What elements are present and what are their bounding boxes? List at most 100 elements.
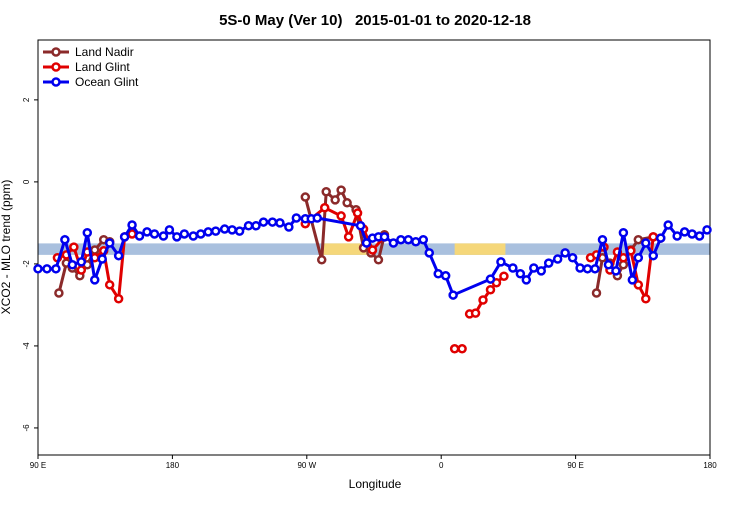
data-point (319, 202, 330, 213)
data-point (210, 226, 221, 236)
y-tick-label: -2 (22, 260, 31, 268)
data-point (336, 185, 346, 195)
data-point (343, 232, 354, 242)
data-point (702, 225, 712, 235)
data-point (499, 271, 509, 281)
data-point (89, 245, 100, 255)
data-point (373, 255, 384, 265)
data-point (379, 232, 390, 242)
data-point (515, 268, 526, 279)
data-point (672, 231, 682, 241)
data-point (312, 213, 323, 223)
data-point (403, 234, 414, 245)
data-point (51, 264, 61, 274)
data-point (188, 231, 199, 241)
data-point (543, 258, 554, 268)
data-point (258, 217, 269, 227)
data-point (627, 275, 638, 285)
data-point (567, 253, 578, 263)
x-tick-label: 90 E (30, 461, 46, 470)
data-point (203, 227, 213, 237)
data-point (679, 227, 690, 237)
data-point (113, 250, 124, 261)
data-point (411, 237, 421, 247)
data-point (618, 253, 629, 263)
data-point (611, 266, 621, 276)
data-point (76, 257, 87, 267)
data-point (196, 229, 206, 239)
data-point (440, 271, 451, 281)
data-point (648, 250, 659, 261)
band-highlight (321, 243, 372, 255)
y-tick-label: 2 (22, 97, 31, 102)
data-point (485, 274, 496, 284)
data-point (352, 208, 363, 218)
data-point (448, 290, 458, 300)
data-point (54, 288, 64, 298)
data-point (267, 217, 278, 227)
data-point (496, 257, 506, 267)
legend-label: Land Glint (75, 60, 130, 74)
data-point (396, 234, 406, 245)
data-point (251, 221, 261, 231)
data-point (179, 229, 190, 239)
legend-marker (51, 77, 61, 87)
data-point (457, 344, 467, 354)
data-point (633, 280, 644, 290)
legend-label: Ocean Glint (75, 75, 139, 89)
band-highlight (454, 243, 506, 255)
data-point (575, 263, 585, 273)
data-point (641, 238, 651, 248)
x-tick-label: 0 (439, 461, 444, 470)
data-point (291, 213, 302, 223)
data-point (234, 226, 245, 236)
data-point (687, 229, 697, 239)
data-point (142, 227, 152, 237)
x-tick-label: 90 E (567, 461, 583, 470)
data-point (33, 264, 43, 274)
data-point (330, 195, 340, 205)
data-point (597, 234, 608, 245)
data-point (478, 295, 488, 305)
series-line (57, 186, 661, 294)
data-point (529, 263, 539, 273)
data-point (641, 294, 651, 304)
data-point (648, 232, 659, 242)
data-point (361, 238, 372, 248)
y-tick-label: -6 (22, 424, 31, 432)
data-point (89, 275, 100, 285)
data-point (694, 231, 705, 241)
chart-title: 5S-0 May (Ver 10) 2015-01-01 to 2020-12-… (219, 12, 531, 29)
data-point (60, 234, 70, 245)
data-point (485, 284, 496, 295)
data-point (470, 308, 481, 318)
data-point (367, 245, 378, 255)
data-point (104, 238, 115, 248)
legend-label: Land Nadir (75, 45, 134, 59)
data-point (591, 288, 602, 298)
data-point (449, 344, 460, 354)
data-point (42, 264, 52, 274)
data-point (172, 232, 182, 242)
data-point (355, 221, 366, 231)
legend-marker (51, 47, 61, 57)
data-point (134, 231, 145, 241)
data-point (536, 266, 547, 276)
data-point (149, 229, 160, 239)
data-point (663, 220, 673, 230)
data-point (119, 232, 130, 242)
data-point (227, 225, 237, 235)
data-point (388, 238, 399, 248)
y-tick-label: -4 (22, 342, 31, 350)
data-point (82, 227, 93, 238)
data-point (590, 264, 600, 274)
y-tick-label: 0 (22, 179, 31, 184)
data-point (633, 234, 644, 245)
data-point (158, 231, 169, 241)
data-point (521, 275, 532, 285)
data-point (164, 225, 175, 235)
data-point (321, 186, 331, 197)
x-tick-label: 90 W (297, 461, 316, 470)
